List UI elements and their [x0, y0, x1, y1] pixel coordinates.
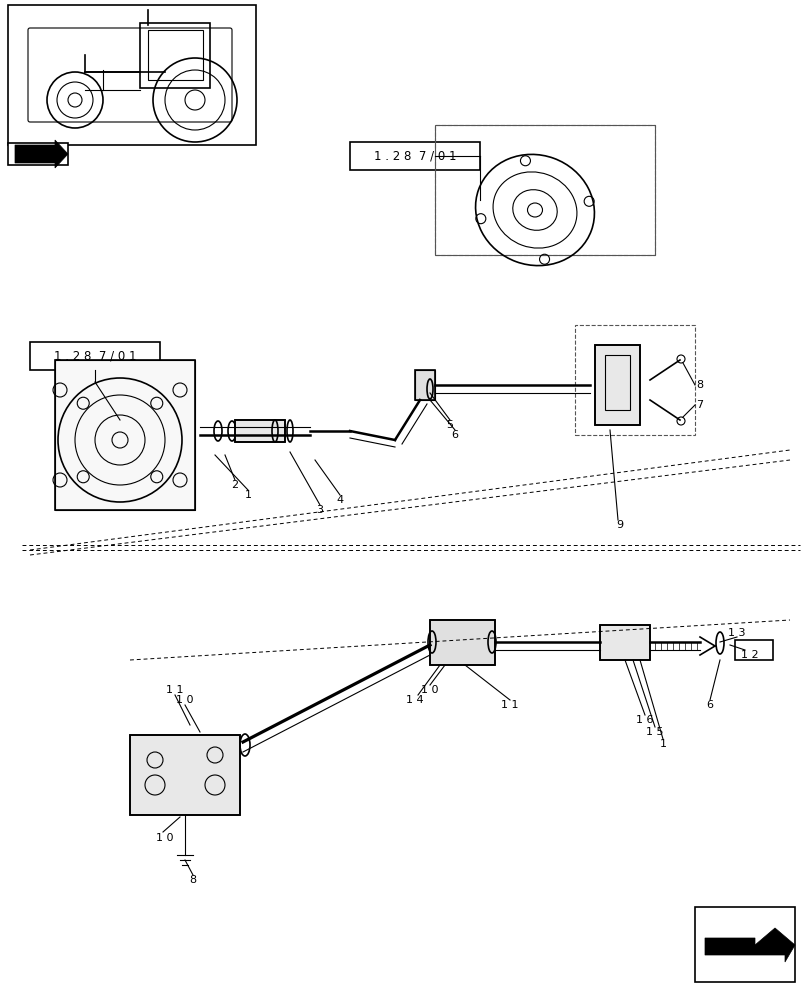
- Bar: [594, 345, 639, 425]
- Text: 1 6: 1 6: [636, 715, 653, 725]
- Bar: [694, 907, 794, 982]
- Bar: [234, 420, 285, 442]
- Bar: [139, 23, 210, 88]
- Bar: [130, 735, 240, 815]
- Text: 1: 1: [659, 739, 666, 749]
- Text: 1 1: 1 1: [166, 685, 183, 695]
- FancyBboxPatch shape: [28, 28, 232, 122]
- Text: 1 0: 1 0: [421, 685, 438, 695]
- Bar: [55, 360, 195, 510]
- Bar: [8, 5, 255, 145]
- Text: 1 0: 1 0: [156, 833, 174, 843]
- Text: 6: 6: [706, 700, 713, 710]
- Bar: [30, 342, 160, 370]
- Bar: [430, 620, 495, 665]
- Text: 1 1: 1 1: [500, 700, 518, 710]
- Text: 8: 8: [189, 875, 196, 885]
- Bar: [599, 625, 649, 660]
- Text: 9: 9: [616, 520, 623, 530]
- Bar: [55, 360, 195, 510]
- Text: 7: 7: [696, 400, 702, 410]
- Bar: [350, 142, 479, 170]
- Text: 1: 1: [244, 490, 251, 500]
- Text: 8: 8: [696, 380, 702, 390]
- Bar: [130, 735, 240, 815]
- Text: 1 5: 1 5: [646, 727, 663, 737]
- Polygon shape: [704, 928, 794, 962]
- Bar: [435, 125, 654, 255]
- Bar: [435, 125, 654, 255]
- Text: 1 3: 1 3: [727, 628, 744, 638]
- Text: 4: 4: [336, 495, 343, 505]
- Text: 3: 3: [316, 505, 323, 515]
- Bar: [414, 370, 435, 400]
- Bar: [604, 355, 629, 410]
- Bar: [234, 420, 285, 442]
- Bar: [414, 370, 435, 400]
- Bar: [430, 620, 495, 665]
- Polygon shape: [15, 140, 68, 168]
- Bar: [599, 625, 649, 660]
- Text: 1 0: 1 0: [176, 695, 194, 705]
- Text: 1 4: 1 4: [406, 695, 423, 705]
- Text: 5: 5: [446, 420, 453, 430]
- Bar: [8, 143, 68, 165]
- Text: 6: 6: [451, 430, 458, 440]
- Bar: [594, 345, 639, 425]
- Text: 2: 2: [231, 480, 238, 490]
- Bar: [148, 30, 203, 80]
- Text: 1 2: 1 2: [740, 650, 757, 660]
- Text: 1 . 2 8  7 / 0 1: 1 . 2 8 7 / 0 1: [54, 350, 136, 362]
- Bar: [574, 325, 694, 435]
- Text: 1 . 2 8  7 / 0 1: 1 . 2 8 7 / 0 1: [373, 150, 456, 163]
- Bar: [734, 640, 772, 660]
